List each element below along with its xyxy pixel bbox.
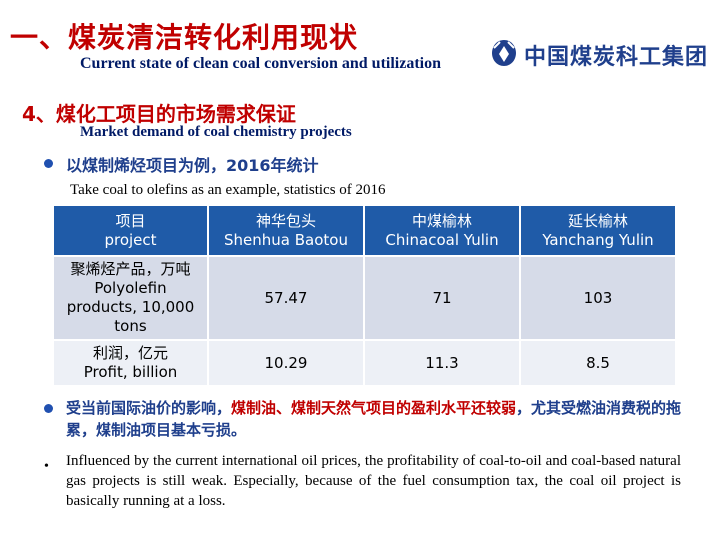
bullet-text-zh: 以煤制烯烃项目为例，2016年统计 (66, 156, 319, 175)
table-header-row: 项目 project 神华包头 Shenhua Baotou 中煤榆林 Chinaco… (54, 206, 677, 257)
page-title: 一、煤炭清洁转化利用现状 (10, 21, 359, 54)
page-title-en: Current state of clean coal conversion a… (80, 55, 442, 72)
bullet-dot-icon: • (44, 459, 49, 474)
bullet-disc-icon (44, 404, 53, 413)
table-cell: 103 (520, 256, 677, 341)
section-title-en: Market demand of coal chemistry projects (80, 124, 352, 140)
table-row: 利润，亿元 Profit, billion 10.29 11.3 8.5 (54, 340, 677, 387)
section-title: 4、煤化工项目的市场需求保证 (22, 102, 296, 126)
table-header-cell: 延长榆林 Yanchang Yulin (520, 206, 677, 257)
bullet-text-en: Take coal to olefins as an example, stat… (70, 182, 386, 198)
company-logo: 中国煤炭科工集团 (490, 38, 707, 70)
table-cell: 71 (364, 256, 521, 341)
table-row: 聚烯烃产品，万吨 Polyolefin products, 10,000 tons… (54, 256, 677, 341)
table-cell: 10.29 (208, 340, 365, 387)
table-cell: 57.47 (208, 256, 365, 341)
statistics-table: 项目 project 神华包头 Shenhua Baotou 中煤榆林 Chinaco… (54, 206, 677, 387)
bullet-text-zh-2: 受当前国际油价的影响，煤制油、煤制天然气项目的盈利水平还较弱，尤其受燃油消费税的… (66, 399, 682, 439)
company-logo-text: 中国煤炭科工集团 (524, 45, 709, 70)
table-header-cell: 项目 project (54, 206, 209, 257)
table-row-label: 利润，亿元 Profit, billion (54, 340, 209, 387)
table-cell: 11.3 (364, 340, 521, 387)
table-header-cell: 中煤榆林 Chinacoal Yulin (364, 206, 521, 257)
bullet-disc-icon (44, 159, 53, 168)
bullet-text-en-2: Influenced by the current international … (66, 453, 681, 509)
highlight-text: 煤制油、煤制天然气项目的盈利水平还较弱 (231, 399, 517, 417)
table-cell: 8.5 (520, 340, 677, 387)
company-logo-icon (492, 40, 516, 66)
table-header-cell: 神华包头 Shenhua Baotou (208, 206, 365, 257)
table-row-label: 聚烯烃产品，万吨 Polyolefin products, 10,000 tons (54, 256, 209, 341)
